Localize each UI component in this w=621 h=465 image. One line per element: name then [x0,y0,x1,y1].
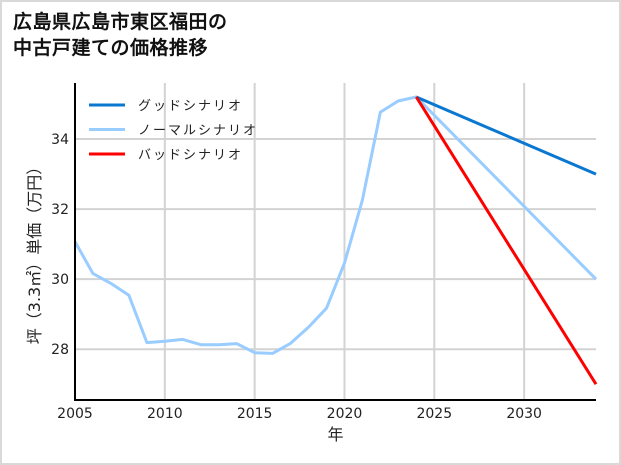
series-line-0 [415,95,597,176]
series-line-1 [73,95,598,355]
chart-title-line-2: 中古戸建ての価格推移 [13,37,209,59]
x-tick-label: 2020 [327,406,363,422]
y-tick-label: 30 [51,272,69,288]
x-tick-label: 2015 [237,406,273,422]
chart-title-line-1: 広島県広島市東区福田の [13,11,228,33]
series-line-2 [415,96,598,385]
chart-title: 広島県広島市東区福田の 中古戸建ての価格推移 [13,9,228,61]
x-tick-label: 2030 [506,406,542,422]
legend-label: グッドシナリオ [138,99,243,114]
x-axis-label: 年 [327,425,343,444]
tick-labels: 2005 2010 2015 2020 2025 2030 28 30 32 34 [51,132,542,422]
x-tick-label: 2010 [147,406,183,422]
y-tick-label: 34 [51,132,69,148]
axes [74,83,596,401]
y-tick-label: 28 [51,342,69,358]
x-tick-label: 2005 [57,406,93,422]
grid-lines [74,83,596,400]
y-axis-label: 坪（3.3㎡）単価（万円） [25,159,44,344]
y-tick-label: 32 [51,202,69,218]
data-series [73,95,598,385]
x-tick-label: 2025 [416,406,452,422]
legend-label: ノーマルシナリオ [138,124,258,139]
legend-label: バッドシナリオ [138,148,243,163]
